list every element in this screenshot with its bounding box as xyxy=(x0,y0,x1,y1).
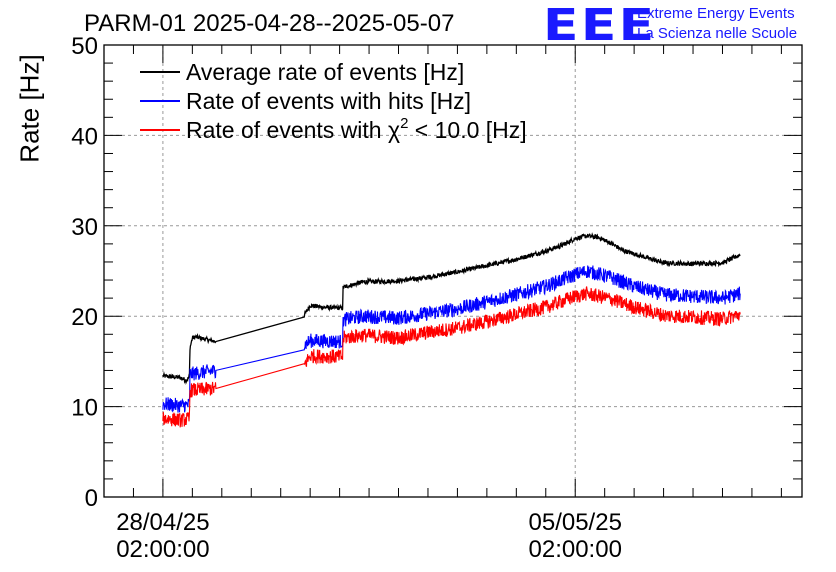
chart-title: PARM-01 2025-04-28--2025-05-07 xyxy=(84,10,455,37)
plot-frame xyxy=(103,44,803,498)
logo-caption-line1: Extreme Energy Events xyxy=(637,5,795,22)
x-tick-label-date: 05/05/25 xyxy=(529,509,622,536)
legend-label-1: Average rate of events [Hz] xyxy=(186,59,464,85)
y-tick-label: 0 xyxy=(85,485,98,512)
series-line-3 xyxy=(162,286,741,428)
y-tick-label: 10 xyxy=(71,395,98,422)
x-tick-label-date: 28/04/25 xyxy=(116,509,209,536)
series-line-1 xyxy=(162,232,741,385)
x-tick-label-time: 02:00:00 xyxy=(529,536,622,563)
logo-caption-line2: La Scienza nelle Scuole xyxy=(637,25,798,42)
x-tick-label-time: 02:00:00 xyxy=(116,536,209,563)
eee-logo: EEE xyxy=(543,0,657,51)
legend-label-3: Rate of events with χ2 < 10.0 [Hz] xyxy=(186,115,527,143)
legend-label-2: Rate of events with hits [Hz] xyxy=(186,88,471,114)
y-tick-label: 40 xyxy=(71,123,98,150)
logo-caption: Extreme Energy Events La Scienza nelle S… xyxy=(637,4,797,44)
y-tick-label: 50 xyxy=(71,33,98,60)
y-tick-label: 20 xyxy=(71,304,98,331)
series-line-2 xyxy=(162,265,741,413)
y-tick-label: 30 xyxy=(71,214,98,241)
